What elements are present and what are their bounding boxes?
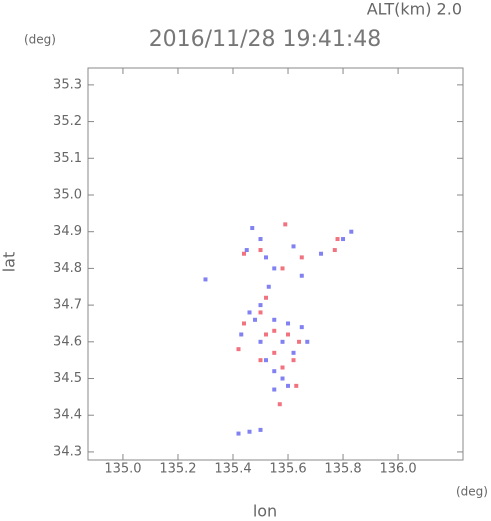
y-tick-label: 34.5 — [53, 371, 82, 386]
echo-point — [286, 383, 291, 388]
echo-point — [258, 303, 263, 308]
echo-point — [266, 284, 271, 289]
echo-point — [286, 321, 291, 326]
x-unit: (deg) — [456, 485, 488, 499]
y-unit: (deg) — [24, 33, 56, 47]
x-tick-label: 135.2 — [159, 462, 196, 477]
echo-point — [294, 383, 299, 388]
y-tick-label: 35.0 — [53, 187, 82, 202]
echo-point — [341, 237, 346, 242]
y-tick-label: 35.1 — [53, 151, 82, 166]
echo-point — [280, 365, 285, 370]
echo-point — [241, 321, 246, 326]
echo-point — [236, 431, 241, 436]
echo-point — [286, 332, 291, 337]
x-axis-label: lon — [253, 502, 277, 521]
echo-point — [264, 295, 269, 300]
echo-point — [244, 248, 249, 253]
y-axis-label: lat — [0, 252, 19, 273]
echo-point — [272, 266, 277, 271]
echo-point — [258, 427, 263, 432]
y-tick-label: 34.7 — [53, 298, 82, 313]
echo-point — [236, 347, 241, 352]
echo-point — [253, 317, 258, 322]
echo-point — [272, 328, 277, 333]
echo-point — [299, 255, 304, 260]
echo-point — [258, 237, 263, 242]
echo-point — [264, 332, 269, 337]
echo-point — [280, 339, 285, 344]
echo-point — [349, 229, 354, 234]
echo-point — [272, 350, 277, 355]
plot-frame — [87, 67, 464, 461]
y-tick-label: 34.8 — [53, 261, 82, 276]
y-tick-label: 34.3 — [53, 444, 82, 459]
echo-point — [239, 332, 244, 337]
echo-point — [291, 358, 296, 363]
echo-point — [280, 376, 285, 381]
y-tick-label: 34.4 — [53, 408, 82, 423]
echo-point — [277, 402, 282, 407]
echo-point — [241, 251, 246, 256]
echo-point — [280, 266, 285, 271]
x-tick-label: 135.0 — [104, 462, 141, 477]
echo-point — [319, 251, 324, 256]
echo-point — [250, 226, 255, 231]
y-tick-label: 35.2 — [53, 114, 82, 129]
echo-point — [332, 248, 337, 253]
echo-point — [297, 339, 302, 344]
echo-point — [258, 310, 263, 315]
x-tick-label: 135.4 — [214, 462, 251, 477]
echo-point — [247, 310, 252, 315]
echo-point — [335, 237, 340, 242]
echo-point — [272, 317, 277, 322]
x-tick-label: 135.6 — [269, 462, 306, 477]
echo-point — [264, 358, 269, 363]
echo-point — [264, 255, 269, 260]
y-tick-label: 34.6 — [53, 334, 82, 349]
y-tick-label: 34.9 — [53, 224, 82, 239]
echo-point — [258, 248, 263, 253]
y-tick-label: 35.3 — [53, 77, 82, 92]
echo-point — [291, 350, 296, 355]
echo-point — [305, 339, 310, 344]
echo-point — [272, 387, 277, 392]
echo-point — [203, 277, 208, 282]
echo-point — [258, 339, 263, 344]
echo-point — [272, 369, 277, 374]
echo-point — [283, 222, 288, 227]
echo-point — [258, 358, 263, 363]
echo-point — [299, 273, 304, 278]
echo-point — [247, 429, 252, 434]
echo-point — [299, 325, 304, 330]
x-tick-label: 135.8 — [324, 462, 361, 477]
chart-title: 2016/11/28 19:41:48 — [149, 27, 382, 52]
altitude-label: ALT(km) 2.0 — [367, 0, 462, 19]
echo-point — [291, 244, 296, 249]
x-tick-label: 136.0 — [379, 462, 416, 477]
